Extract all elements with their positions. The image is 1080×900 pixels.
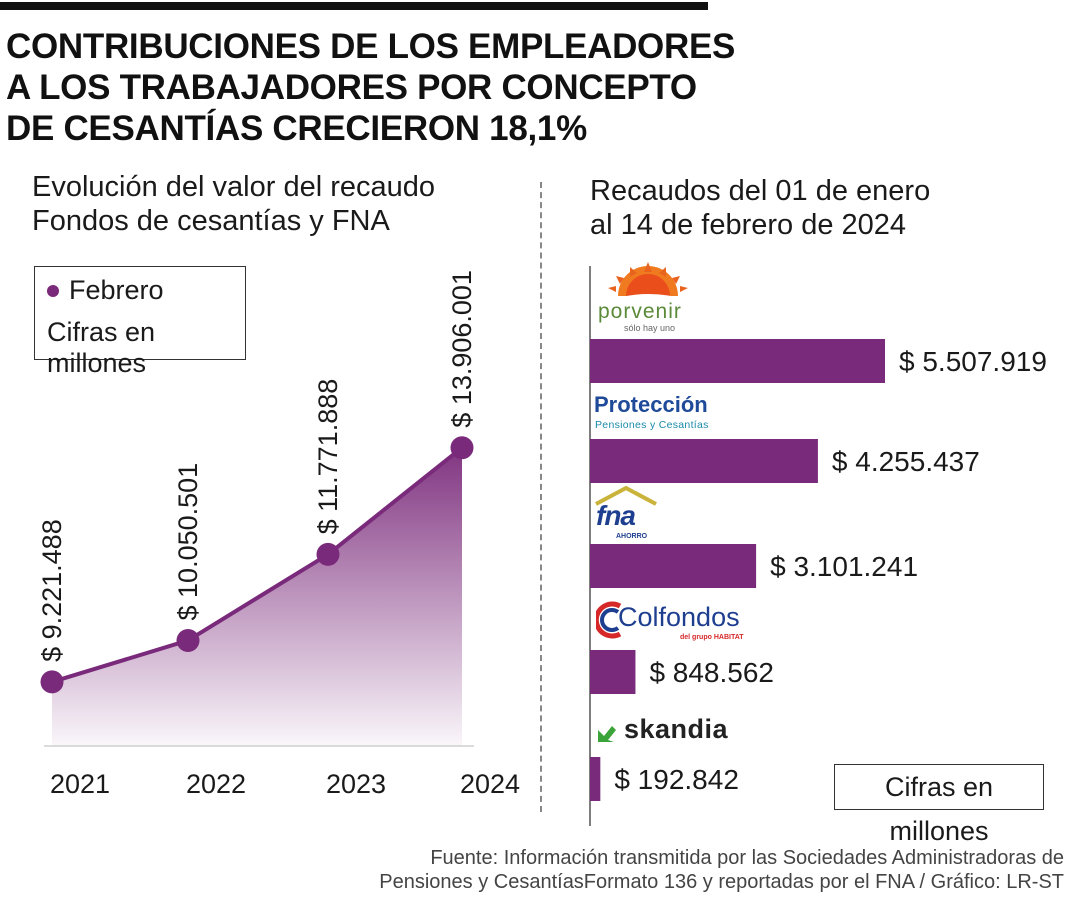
right-chart-subtitle: Recaudos del 01 de enero al 14 de febrer… bbox=[590, 174, 930, 242]
bar-value-label: $ 848.562 bbox=[649, 657, 774, 688]
data-point bbox=[450, 436, 474, 460]
x-tick-label: 2022 bbox=[186, 769, 246, 799]
legend-units-note: Cifras en millones bbox=[47, 317, 156, 378]
proteccion-tagline: Pensiones y Cesantías bbox=[595, 419, 709, 431]
colfondos-tagline: del grupo HABITAT bbox=[680, 634, 744, 641]
bar-value-label: $ 4.255.437 bbox=[832, 446, 980, 477]
right-subtitle-line-2: al 14 de febrero de 2024 bbox=[590, 209, 907, 241]
roof-icon bbox=[595, 486, 657, 506]
legend-label: Febrero bbox=[69, 275, 164, 305]
data-point bbox=[176, 628, 200, 652]
right-subtitle-line-1: Recaudos del 01 de enero bbox=[590, 175, 931, 207]
fna-logo: fna AHORRO bbox=[594, 486, 664, 542]
bar-chart-units-note: Cifras en millones bbox=[834, 764, 1044, 846]
data-label: $ 13.906.001 bbox=[447, 270, 477, 428]
title-line-2: A LOS TRABAJADORES POR CONCEPTO bbox=[6, 68, 697, 107]
legend-marker bbox=[47, 285, 59, 297]
proteccion-wordmark: Protección bbox=[594, 392, 708, 417]
porvenir-wordmark: porvenir bbox=[598, 300, 682, 323]
porvenir-tagline: sólo hay uno bbox=[624, 323, 676, 333]
bar-value-label: $ 5.507.919 bbox=[899, 346, 1047, 377]
bar bbox=[590, 757, 601, 801]
data-label: $ 10.050.501 bbox=[173, 463, 203, 621]
colfondos-wordmark: Colfondos bbox=[618, 602, 740, 632]
bar-value-label: $ 192.842 bbox=[614, 764, 739, 795]
proteccion-logo: Protección Pensiones y Cesantías bbox=[594, 392, 774, 434]
skandia-wordmark: skandia bbox=[624, 714, 729, 744]
left-subtitle-line-1: Evolución del valor del recaudo bbox=[32, 171, 436, 203]
source-line-1: Fuente: Información transmitida por las … bbox=[430, 847, 1064, 869]
line-chart: $ 9.221.488 2021 $ 10.050.501 2022 $ 11.771.… bbox=[37, 270, 520, 799]
x-tick-label: 2024 bbox=[460, 769, 520, 799]
colfondos-c-icon bbox=[596, 601, 622, 639]
data-point bbox=[316, 542, 340, 566]
skandia-arrow-icon bbox=[598, 726, 616, 742]
colfondos-logo: Colfondos del grupo HABITAT bbox=[596, 598, 766, 648]
data-label: $ 9.221.488 bbox=[37, 519, 67, 662]
porvenir-logo: porvenir sólo hay uno bbox=[596, 262, 706, 338]
sun-icon bbox=[608, 262, 688, 304]
left-chart-subtitle: Evolución del valor del recaudo Fondos d… bbox=[32, 170, 435, 238]
skandia-logo: skandia bbox=[596, 714, 756, 748]
bar bbox=[590, 339, 885, 383]
title-line-1: CONTRIBUCIONES DE LOS EMPLEADORES bbox=[6, 27, 736, 66]
series-line bbox=[51, 446, 464, 684]
line-chart-legend: Febrero Cifras en millones bbox=[34, 266, 246, 378]
title-line-3: DE CESANTÍAS CRECIERON 18,1% bbox=[6, 109, 587, 148]
data-label: $ 11.771.888 bbox=[313, 379, 343, 535]
data-point bbox=[40, 670, 64, 694]
left-subtitle-line-2: Fondos de cesantías y FNA bbox=[32, 205, 390, 237]
chart-divider bbox=[540, 182, 542, 812]
page-title: CONTRIBUCIONES DE LOS EMPLEADORES A LOS … bbox=[6, 26, 766, 149]
bar-value-label: $ 3.101.241 bbox=[770, 551, 918, 582]
bar bbox=[590, 544, 757, 588]
fna-tagline: AHORRO bbox=[616, 533, 648, 540]
fna-wordmark: fna bbox=[596, 500, 636, 531]
x-tick-label: 2023 bbox=[326, 769, 386, 799]
source-line-2: Pensiones y CesantíasFormato 136 y repor… bbox=[379, 871, 1064, 893]
bar bbox=[590, 650, 636, 694]
bar bbox=[590, 439, 818, 483]
x-tick-label: 2021 bbox=[50, 769, 110, 799]
bar-chart: $ 5.507.919 $ 4.255.437 $ 3.101.241 $ 848.5… bbox=[589, 266, 1047, 826]
area-fill bbox=[52, 447, 462, 746]
source-note: Fuente: Información transmitida por las … bbox=[344, 846, 1064, 894]
top-rule bbox=[0, 2, 708, 10]
